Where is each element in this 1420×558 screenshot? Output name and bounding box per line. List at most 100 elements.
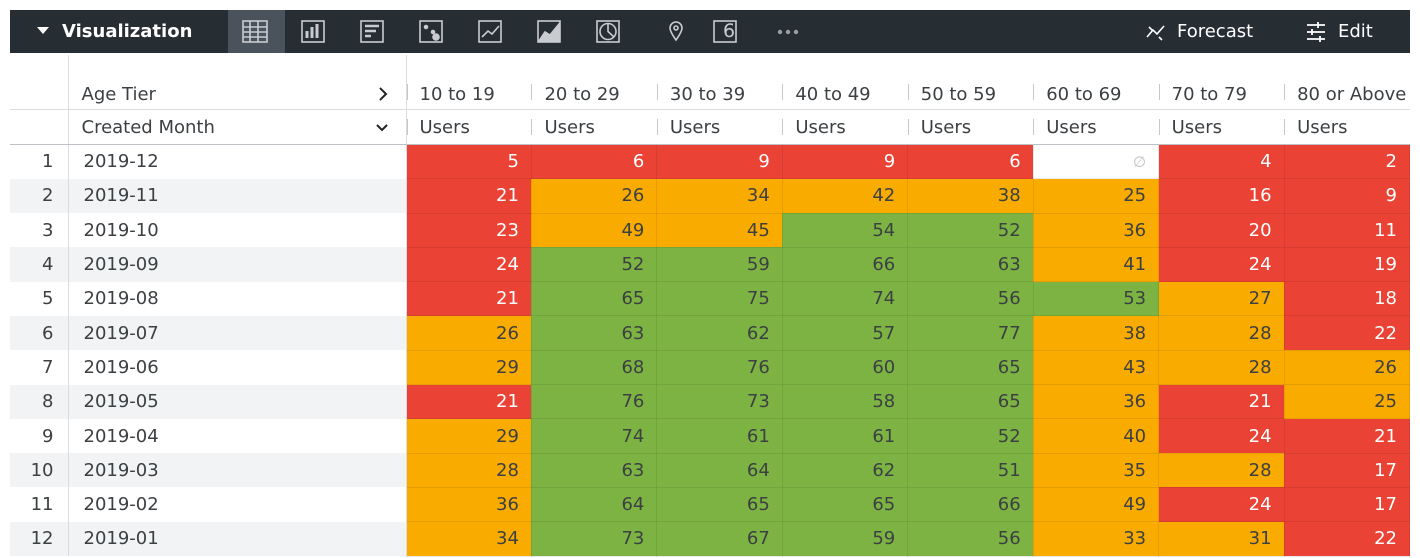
value-cell: 65 xyxy=(781,486,909,523)
month-cell: 2019-09 xyxy=(68,247,407,282)
area-icon[interactable] xyxy=(537,20,561,43)
value-cell: 59 xyxy=(781,521,909,557)
value-cell: 52 xyxy=(530,246,658,283)
table-row: 2 2019-11 21 26 34 42 38 25 16 9 xyxy=(10,178,1411,214)
value-cell: 38 xyxy=(1032,315,1160,351)
edit-icon[interactable] xyxy=(1304,10,1328,53)
value-cell: 59 xyxy=(656,246,783,283)
forecast-icon[interactable] xyxy=(1144,10,1168,53)
map-icon[interactable] xyxy=(669,21,683,42)
bar-icon[interactable] xyxy=(301,20,325,43)
scatter-icon[interactable] xyxy=(419,20,443,43)
value-cell: 65 xyxy=(656,486,783,523)
value-cell: 45 xyxy=(656,212,783,248)
value-cell: 4 xyxy=(1158,143,1285,180)
pie-icon[interactable] xyxy=(596,20,620,43)
measure-header: Users xyxy=(782,109,908,145)
value-cell: 34 xyxy=(656,178,783,214)
null-cell: ∅ xyxy=(1032,143,1160,180)
value-cell: 28 xyxy=(1158,315,1285,351)
value-cell: 6 xyxy=(907,143,1034,180)
value-cell: 5 xyxy=(405,143,532,180)
pivot-header: 40 to 49 xyxy=(782,55,908,110)
value-cell: 65 xyxy=(907,384,1034,420)
measure-header: Users xyxy=(406,109,532,145)
value-cell: 11 xyxy=(1283,212,1411,248)
value-cell: 63 xyxy=(530,452,658,488)
value-cell: 73 xyxy=(656,384,783,420)
sort-icon[interactable] xyxy=(374,118,390,138)
value-cell: 74 xyxy=(530,418,658,454)
value-cell: 36 xyxy=(405,486,532,523)
pivot-label[interactable]: Age Tier xyxy=(68,55,407,110)
forecast-button[interactable]: Forecast xyxy=(1177,21,1254,42)
value-cell: 66 xyxy=(907,486,1034,523)
value-cell: 27 xyxy=(1158,281,1285,317)
value-cell: 2 xyxy=(1283,143,1411,180)
measure-header: Users xyxy=(907,109,1034,145)
value-cell: 9 xyxy=(1283,178,1411,214)
row-index: 10 xyxy=(10,453,69,488)
value-cell: 16 xyxy=(1158,178,1285,214)
month-cell: 2019-08 xyxy=(68,281,407,316)
value-cell: 36 xyxy=(1032,384,1160,420)
value-cell: 28 xyxy=(405,452,532,488)
value-cell: 24 xyxy=(405,246,532,283)
value-cell: 60 xyxy=(781,349,909,386)
month-cell: 2019-02 xyxy=(68,487,407,522)
pivot-header: 10 to 19 xyxy=(406,55,532,110)
value-cell: 21 xyxy=(405,178,532,214)
value-cell: 41 xyxy=(1032,246,1160,283)
table-row: 10 2019-03 28 63 64 62 51 35 28 17 xyxy=(10,452,1411,488)
value-cell: 74 xyxy=(781,281,909,317)
value-cell: 6 xyxy=(530,143,658,180)
value-cell: 35 xyxy=(1032,452,1160,488)
dimension-label[interactable]: Created Month xyxy=(68,109,407,145)
month-cell: 2019-10 xyxy=(68,213,407,248)
value-cell: 20 xyxy=(1158,212,1285,248)
value-cell: 56 xyxy=(907,521,1034,557)
pivot-header: 70 to 79 xyxy=(1158,55,1285,110)
table-row: 7 2019-06 29 68 76 60 65 43 28 26 xyxy=(10,349,1411,386)
value-cell: 19 xyxy=(1283,246,1411,283)
value-cell: 21 xyxy=(1158,384,1285,420)
table-row: 12 2019-01 34 73 67 59 56 33 31 22 xyxy=(10,521,1411,557)
row-icon[interactable] xyxy=(360,20,384,43)
edit-button[interactable]: Edit xyxy=(1338,21,1373,42)
value-cell: 25 xyxy=(1032,178,1160,214)
collapse-arrow[interactable] xyxy=(34,10,54,53)
value-cell: 52 xyxy=(907,418,1034,454)
value-cell: 31 xyxy=(1158,521,1285,557)
value-cell: 21 xyxy=(1283,418,1411,454)
value-cell: 75 xyxy=(656,281,783,317)
row-index: 1 xyxy=(10,144,69,179)
month-cell: 2019-05 xyxy=(68,384,407,419)
value-cell: 22 xyxy=(1283,521,1411,557)
value-cell: 64 xyxy=(656,452,783,488)
row-index: 11 xyxy=(10,487,69,522)
value-cell: 34 xyxy=(405,521,532,557)
expand-icon[interactable] xyxy=(376,84,390,104)
value-cell: 17 xyxy=(1283,452,1411,488)
value-cell: 65 xyxy=(907,349,1034,386)
row-index: 12 xyxy=(10,521,69,557)
table-row: 5 2019-08 21 65 75 74 56 53 27 18 xyxy=(10,281,1411,317)
single-value-label: 6 xyxy=(722,20,736,42)
toolbar-title[interactable]: Visualization xyxy=(62,21,193,42)
line-icon[interactable] xyxy=(478,20,502,43)
single-value-icon[interactable] xyxy=(713,20,737,43)
value-cell: 56 xyxy=(907,281,1034,317)
value-cell: 29 xyxy=(405,349,532,386)
value-cell: 43 xyxy=(1032,349,1160,386)
value-cell: 26 xyxy=(530,178,658,214)
pivot-header: 50 to 59 xyxy=(907,55,1034,110)
value-cell: 29 xyxy=(405,418,532,454)
value-cell: 26 xyxy=(1283,349,1411,386)
toolbar: Visualization 6 Forecast Edit xyxy=(10,10,1410,53)
row-index: 7 xyxy=(10,350,69,385)
table-row: 1 2019-12 5 6 9 9 6 ∅ 4 2 xyxy=(10,143,1411,180)
value-cell: 25 xyxy=(1283,384,1411,420)
table-icon[interactable] xyxy=(242,20,268,43)
row-index: 6 xyxy=(10,315,69,351)
more-icon[interactable] xyxy=(777,29,799,35)
